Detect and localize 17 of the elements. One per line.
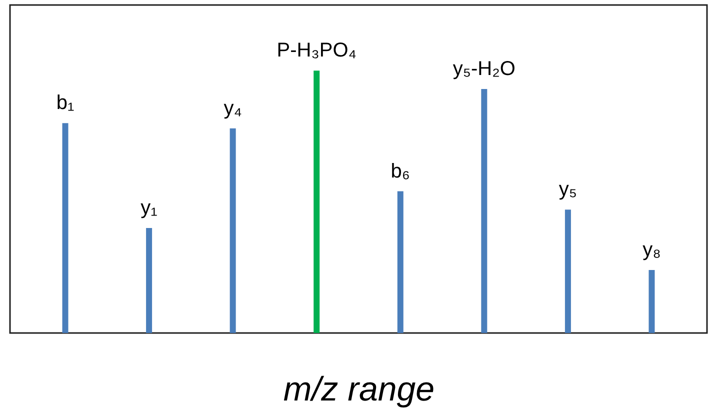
x-tick-label: b₁ bbox=[56, 92, 74, 114]
bar bbox=[62, 123, 68, 333]
x-axis-title: m/z range bbox=[283, 370, 435, 408]
x-tick-label: y₅ bbox=[558, 178, 577, 201]
x-tick-label: b₆ bbox=[390, 160, 410, 182]
x-tick-label: y₁ bbox=[140, 197, 158, 220]
bar bbox=[397, 191, 404, 333]
bar bbox=[564, 210, 571, 333]
bar bbox=[648, 270, 655, 333]
bar bbox=[314, 70, 320, 333]
x-tick-label: P-H₃PO₄ bbox=[276, 40, 356, 62]
x-tick-label: y₈ bbox=[642, 239, 661, 262]
x-tick-label: y₅-H₂O bbox=[452, 58, 516, 80]
x-tick-label: y₄ bbox=[224, 97, 242, 120]
bar bbox=[481, 88, 488, 333]
bar bbox=[230, 128, 236, 333]
bar bbox=[146, 228, 152, 333]
